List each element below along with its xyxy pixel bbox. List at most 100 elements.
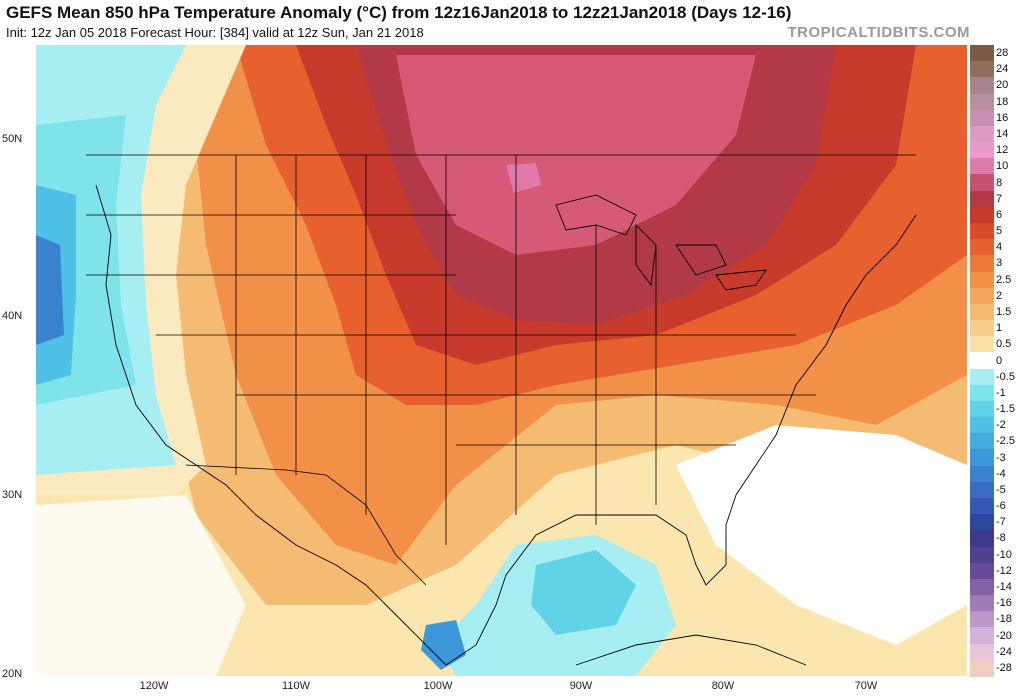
colorbar-swatch [970,158,994,176]
colorbar-swatch [970,190,994,208]
colorbar-swatch [970,174,994,192]
cool-anomaly-gulf-2 [531,550,636,635]
temperature-anomaly-map [36,45,967,676]
colorbar-level-label: 0 [996,354,1003,367]
colorbar-swatch [970,303,994,321]
colorbar-swatch [970,595,994,613]
colorbar-swatch [970,142,994,160]
colorbar-swatch [970,384,994,402]
brand-watermark: TROPICALTIDBITS.COM [787,24,970,41]
colorbar-level-label: 24 [996,63,1009,76]
map-subtitle: Init: 12z Jan 05 2018 Forecast Hour: [38… [6,25,424,40]
colorbar-swatch [970,562,994,580]
lat-label-30n: 30N [2,489,23,501]
colorbar-swatch [970,498,994,516]
lon-label-120w: 120W [139,680,169,692]
colorbar-level-label: -16 [996,597,1012,610]
colorbar-level-label: -5 [996,483,1006,496]
coastlines [95,184,917,666]
colorbar-level-label: -3 [996,451,1006,464]
colorbar-swatch [970,643,994,661]
colorbar-level-label: -1.5 [996,403,1015,416]
colorbar-level-label: -28 [996,661,1012,674]
colorbar-level-label: -0.5 [996,370,1015,383]
atlantic-neutral [676,425,967,645]
colorbar-level-label: -7 [996,516,1006,529]
colorbar-swatch [970,627,994,645]
colorbar-level-label: 7 [996,192,1003,205]
colorbar-swatch [970,400,994,418]
colorbar-level-label: 5 [996,225,1003,238]
colorbar-level-label: -2.5 [996,435,1015,448]
colorbar-level-label: 1.5 [996,305,1012,318]
colorbar-level-label: 0.5 [996,338,1012,351]
cool-anomaly-west-4 [36,235,64,345]
colorbar-level-label: -4 [996,467,1006,480]
colorbar-swatch [970,77,994,95]
colorbar-swatch [970,320,994,338]
colorbar-swatch [970,93,994,111]
southwest-atlantic-neutral [36,495,246,676]
lon-label-100w: 100W [423,680,453,692]
colorbar-swatch [970,287,994,305]
colorbar-swatch [970,352,994,370]
anomaly-band-7 [506,163,541,193]
colorbar-swatch [970,125,994,143]
colorbar-level-label: 2.5 [996,273,1012,286]
great-lakes [555,194,767,291]
lon-label-70w: 70W [854,680,878,692]
lon-label-110w: 110W [282,680,310,692]
colorbar-swatch [970,417,994,435]
colorbar-swatch [970,45,994,62]
colorbar-level-label: -6 [996,500,1006,513]
colorbar-swatch [970,546,994,564]
colorbar-level-label: 2 [996,289,1003,302]
colorbar-swatch [970,336,994,354]
colorbar-level-label: 14 [996,127,1009,140]
colorbar-level-label: -10 [996,548,1012,561]
colorbar-level-label: 1 [996,322,1003,335]
cool-anomaly-bay [421,620,466,670]
colorbar-level-label: 20 [996,79,1009,92]
colorbar-level-label: 18 [996,95,1009,108]
colorbar-level-label: 6 [996,208,1003,221]
colorbar-level-label: 8 [996,176,1003,189]
colorbar-swatch [970,659,994,677]
colorbar-level-label: -1 [996,386,1006,399]
colorbar-swatch [970,239,994,257]
colorbar-level-label: -20 [996,629,1012,642]
colorbar-level-label: 28 [996,47,1009,60]
colorbar-swatch [970,61,994,79]
colorbar-swatch [970,206,994,224]
colorbar-swatch [970,530,994,548]
colorbar-swatch [970,611,994,629]
colorbar-level-label: -8 [996,532,1006,545]
political-borders [86,154,916,586]
colorbar-level-label: -14 [996,581,1012,593]
colorbar-level-label: 4 [996,241,1003,254]
colorbar-swatch [970,514,994,532]
map-title: GEFS Mean 850 hPa Temperature Anomaly (°… [6,3,792,22]
colorbar-level-label: 16 [996,111,1009,124]
lat-label-50n: 50N [2,133,23,145]
lat-label-40n: 40N [2,310,23,322]
colorbar-level-label: -18 [996,613,1012,626]
colorbar-level-label: 3 [996,257,1003,270]
colorbar-swatch [970,465,994,483]
colorbar-level-label: 12 [996,144,1009,157]
lat-label-20n: 20N [2,668,23,680]
colorbar-level-label: -2 [996,419,1006,432]
colorbar-legend [970,45,994,677]
colorbar-swatch [970,368,994,386]
colorbar-swatch [970,271,994,289]
lon-label-80w: 80W [711,680,735,692]
lon-label-90w: 90W [569,680,593,692]
colorbar-level-label: -12 [996,564,1012,577]
colorbar-level-label: -24 [996,645,1012,658]
colorbar-swatch [970,433,994,451]
map-canvas [36,45,967,676]
colorbar-swatch [970,109,994,127]
colorbar-swatch [970,255,994,273]
colorbar-swatch [970,481,994,499]
colorbar-swatch [970,222,994,240]
